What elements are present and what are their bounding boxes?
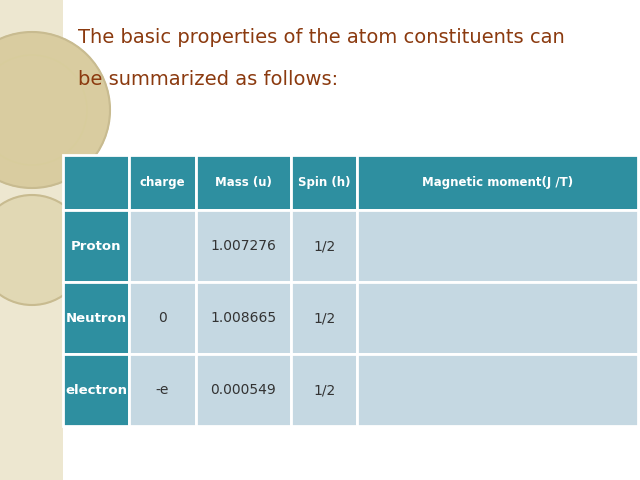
Bar [357,210,638,282]
Text: be summarized as follows:: be summarized as follows: [78,70,338,89]
Bar [357,282,638,354]
Bar [129,354,196,426]
Bar [357,354,638,426]
Circle shape [0,195,87,305]
Bar [129,210,196,282]
Text: The basic properties of the atom constituents can: The basic properties of the atom constit… [78,28,564,47]
Text: charge: charge [140,176,186,189]
Circle shape [0,32,110,188]
Bar [196,210,291,282]
Text: Neutron: Neutron [66,312,127,324]
Bar [129,282,196,354]
Bar [357,155,638,210]
Text: 1.007276: 1.007276 [211,239,276,253]
Text: -e: -e [156,383,169,397]
Text: 0.000549: 0.000549 [211,383,276,397]
Bar [63,354,129,426]
Bar [63,210,129,282]
Text: 1/2: 1/2 [313,383,335,397]
Text: Proton: Proton [71,240,122,252]
Bar [196,354,291,426]
Bar [291,155,357,210]
Text: Magnetic moment(J /T): Magnetic moment(J /T) [422,176,573,189]
Bar [63,282,129,354]
Text: 1.008665: 1.008665 [211,311,276,325]
Text: Spin (h): Spin (h) [298,176,350,189]
Text: electron: electron [65,384,127,396]
Text: 1/2: 1/2 [313,239,335,253]
Bar [63,155,129,210]
Bar [129,155,196,210]
Bar [196,282,291,354]
Text: 1/2: 1/2 [313,311,335,325]
Bar [291,282,357,354]
Bar [196,155,291,210]
Text: Mass (u): Mass (u) [215,176,272,189]
Bar [291,354,357,426]
Text: 0: 0 [158,311,167,325]
Bar [291,210,357,282]
